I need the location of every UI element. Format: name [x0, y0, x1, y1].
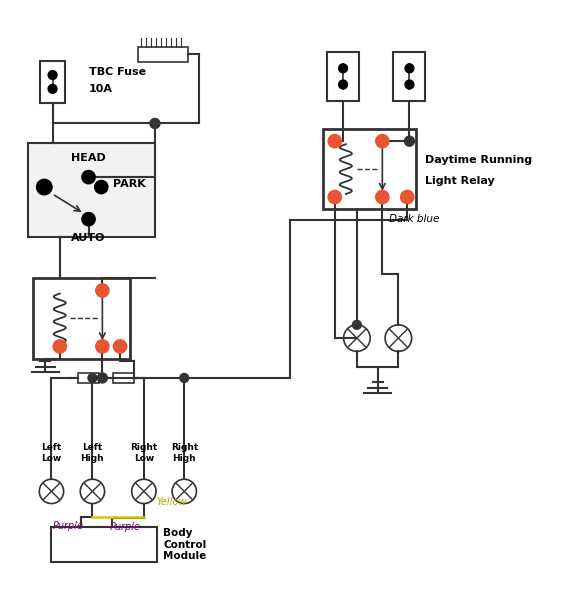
- Circle shape: [150, 118, 160, 129]
- FancyBboxPatch shape: [28, 143, 155, 237]
- Circle shape: [404, 136, 414, 146]
- Circle shape: [48, 84, 57, 93]
- Circle shape: [405, 80, 414, 89]
- Circle shape: [376, 135, 389, 148]
- Text: Right
Low: Right Low: [130, 443, 158, 463]
- Circle shape: [338, 80, 347, 89]
- Text: AUTO: AUTO: [72, 233, 106, 243]
- Circle shape: [96, 284, 109, 297]
- FancyBboxPatch shape: [323, 129, 415, 209]
- FancyBboxPatch shape: [51, 527, 157, 562]
- Circle shape: [53, 340, 66, 353]
- Circle shape: [376, 191, 389, 204]
- Text: Light Relay: Light Relay: [426, 175, 495, 186]
- Circle shape: [82, 171, 95, 184]
- Text: Left
Low: Left Low: [41, 443, 61, 463]
- Circle shape: [328, 191, 341, 204]
- Circle shape: [88, 374, 97, 382]
- FancyBboxPatch shape: [33, 278, 130, 359]
- FancyBboxPatch shape: [138, 46, 188, 62]
- Text: Yellow: Yellow: [157, 497, 187, 507]
- Text: Body
Control
Module: Body Control Module: [163, 528, 207, 561]
- Text: Dark blue: Dark blue: [389, 213, 439, 224]
- Circle shape: [328, 135, 341, 148]
- Circle shape: [95, 180, 108, 194]
- FancyBboxPatch shape: [40, 61, 65, 103]
- Circle shape: [352, 320, 361, 329]
- Text: TBC Fuse: TBC Fuse: [88, 67, 146, 77]
- Circle shape: [82, 213, 95, 226]
- Circle shape: [97, 373, 108, 383]
- Text: 10A: 10A: [88, 84, 113, 94]
- Circle shape: [401, 191, 414, 204]
- Text: Purple: Purple: [110, 522, 141, 532]
- Circle shape: [113, 340, 127, 353]
- Circle shape: [96, 340, 109, 353]
- Circle shape: [48, 70, 57, 79]
- Text: PARK: PARK: [113, 179, 146, 189]
- FancyBboxPatch shape: [78, 373, 99, 383]
- Circle shape: [37, 179, 52, 195]
- Circle shape: [180, 374, 189, 382]
- Text: Purple: Purple: [52, 521, 83, 531]
- Text: HEAD: HEAD: [71, 153, 106, 163]
- FancyBboxPatch shape: [327, 52, 359, 101]
- FancyBboxPatch shape: [394, 52, 426, 101]
- Circle shape: [405, 64, 414, 73]
- Circle shape: [338, 64, 347, 73]
- Text: Left
High: Left High: [81, 443, 104, 463]
- Text: Daytime Running: Daytime Running: [426, 154, 533, 165]
- Text: Right
High: Right High: [171, 443, 198, 463]
- FancyBboxPatch shape: [113, 373, 134, 383]
